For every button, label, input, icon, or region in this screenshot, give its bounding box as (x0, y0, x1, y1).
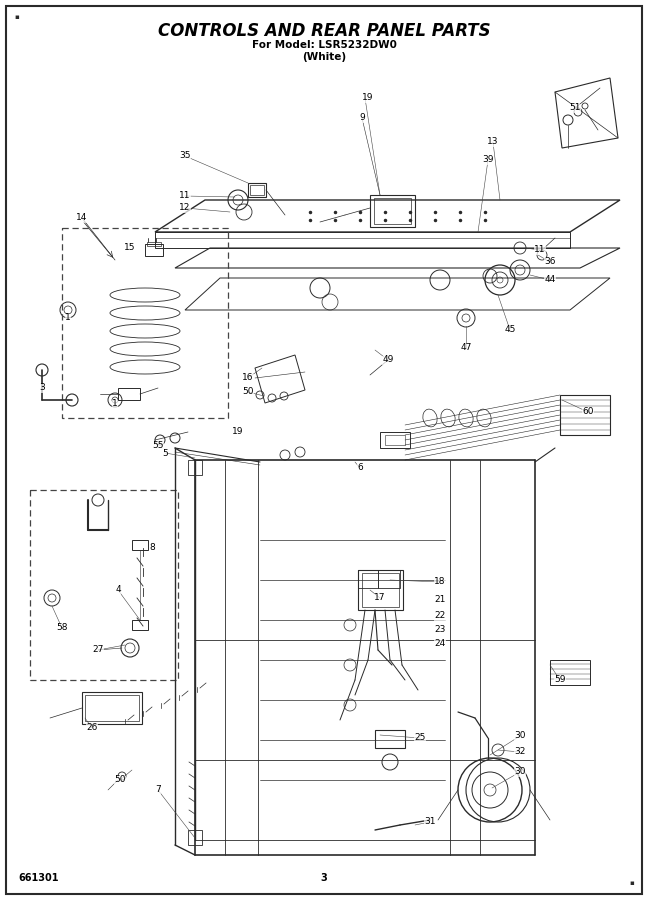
Text: 3: 3 (39, 383, 45, 392)
Text: 50: 50 (114, 776, 126, 785)
Bar (550, 660, 590, 685)
Text: 51: 51 (569, 104, 581, 112)
Text: 9: 9 (359, 113, 365, 122)
Text: 35: 35 (179, 151, 191, 160)
Text: 25: 25 (414, 734, 426, 742)
Bar (188, 460, 202, 475)
Bar (118, 388, 140, 400)
Bar (380, 432, 410, 448)
Text: 18: 18 (434, 578, 446, 587)
Bar (30, 490, 178, 680)
Text: 27: 27 (92, 645, 104, 654)
Text: CONTROLS AND REAR PANEL PARTS: CONTROLS AND REAR PANEL PARTS (157, 22, 491, 40)
Text: 30: 30 (515, 732, 526, 741)
Text: 15: 15 (124, 244, 135, 253)
Text: 1: 1 (112, 400, 118, 409)
Text: 11: 11 (534, 246, 546, 255)
Text: 13: 13 (487, 138, 499, 147)
Text: 11: 11 (179, 192, 191, 201)
Text: 1: 1 (65, 313, 71, 322)
Text: 24: 24 (434, 640, 446, 649)
Bar (188, 830, 202, 845)
Text: 26: 26 (86, 724, 98, 733)
Bar (145, 244, 163, 256)
Text: 19: 19 (232, 428, 244, 436)
Text: 3: 3 (321, 873, 327, 883)
Text: 58: 58 (56, 624, 68, 633)
Text: 47: 47 (460, 344, 472, 353)
Text: 55: 55 (152, 440, 164, 449)
Text: 22: 22 (434, 611, 446, 620)
Text: 17: 17 (375, 593, 386, 602)
Bar (560, 395, 610, 435)
Bar (82, 692, 142, 724)
Text: 8: 8 (149, 544, 155, 553)
Text: 50: 50 (242, 388, 254, 397)
Text: 19: 19 (362, 94, 374, 103)
Bar (374, 198, 411, 224)
Text: 4: 4 (115, 586, 121, 595)
Bar (147, 242, 161, 246)
Text: 7: 7 (155, 786, 161, 795)
Text: 23: 23 (434, 626, 446, 634)
Text: 14: 14 (76, 213, 87, 222)
Text: 5: 5 (162, 448, 168, 457)
Text: 39: 39 (482, 156, 494, 165)
Bar (85, 695, 139, 721)
Bar (370, 195, 415, 227)
Text: 21: 21 (434, 596, 446, 605)
Text: ▪: ▪ (629, 880, 634, 886)
Text: 44: 44 (544, 275, 555, 284)
Text: 31: 31 (424, 817, 435, 826)
Text: 661301: 661301 (18, 873, 58, 883)
Text: 30: 30 (515, 768, 526, 777)
Bar (132, 540, 148, 550)
Text: ▪: ▪ (14, 14, 19, 20)
Bar (375, 730, 405, 748)
Text: 60: 60 (583, 408, 594, 417)
Bar (358, 570, 403, 610)
Text: 12: 12 (179, 203, 191, 212)
Bar (362, 573, 399, 607)
Bar (250, 185, 264, 195)
Bar (358, 570, 378, 588)
Text: For Model: LSR5232DW0: For Model: LSR5232DW0 (251, 40, 397, 50)
Text: 16: 16 (242, 374, 254, 382)
Text: 49: 49 (382, 356, 394, 364)
Text: 6: 6 (357, 464, 363, 472)
Bar (385, 435, 405, 445)
Bar (378, 570, 400, 588)
Text: (White): (White) (302, 52, 346, 62)
Text: 32: 32 (515, 748, 526, 757)
Text: 59: 59 (554, 676, 566, 685)
Bar (248, 183, 266, 197)
Text: 36: 36 (544, 257, 556, 266)
Text: 45: 45 (504, 326, 516, 335)
Bar (132, 620, 148, 630)
Bar (62, 228, 228, 418)
